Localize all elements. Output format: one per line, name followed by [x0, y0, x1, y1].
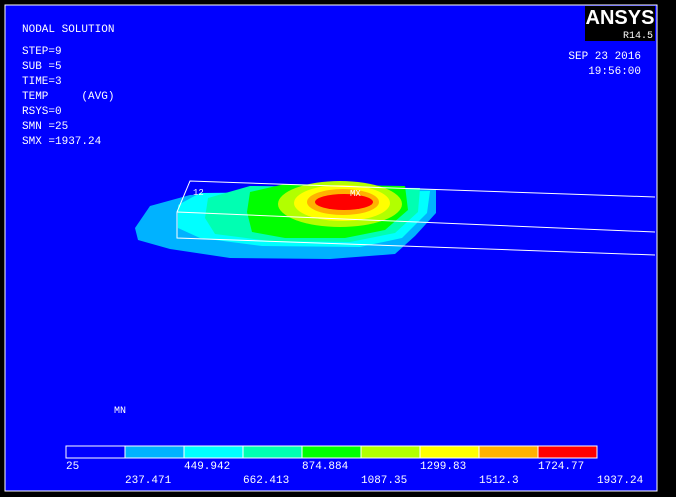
legend-label: 237.471 — [125, 475, 172, 487]
legend-label: 874.884 — [302, 461, 349, 473]
edge — [176, 211, 656, 233]
info-line: RSYS=0 — [22, 106, 62, 118]
legend-label: 449.942 — [184, 461, 230, 473]
info-line: SMN =25 — [22, 121, 68, 133]
info-line: SUB =5 — [22, 61, 62, 73]
contour-band — [315, 194, 373, 210]
legend-label: 1299.83 — [420, 461, 466, 473]
legend-label: 1087.35 — [361, 475, 407, 487]
legend-label: 1512.3 — [479, 475, 519, 487]
min-marker: MN — [114, 406, 126, 417]
legend-swatch — [242, 445, 303, 459]
logo-box — [585, 6, 655, 41]
legend-swatch — [65, 445, 126, 459]
info-line: SMX =1937.24 — [22, 136, 102, 148]
contour — [135, 181, 436, 259]
node-marker: 12 — [193, 188, 204, 198]
legend-label: 1724.77 — [538, 461, 584, 473]
info-block: STEP=9 SUB =5 TIME=3 TEMP (AVG) RSYS=0 SMN =2… — [22, 46, 114, 148]
title: NODAL SOLUTION — [22, 24, 114, 36]
date: SEP 23 2016 — [568, 51, 641, 63]
legend-swatch — [478, 445, 539, 459]
legend: 25 237.471 449.942 662.413 874.884 1087.35 129… — [65, 445, 644, 487]
info-line: STEP=9 — [22, 46, 62, 58]
max-marker: MX — [350, 189, 361, 199]
info-line: TIME=3 — [22, 76, 62, 88]
info-line: TEMP (AVG) — [22, 91, 114, 103]
legend-swatch — [419, 445, 480, 459]
legend-label: 662.413 — [243, 475, 289, 487]
legend-label: 25 — [66, 461, 79, 473]
wireframe — [176, 180, 656, 256]
version: R14.5 — [623, 31, 653, 42]
legend-swatch — [537, 445, 598, 459]
time: 19:56:00 — [588, 66, 641, 78]
legend-swatch — [124, 445, 185, 459]
legend-label: 1937.24 — [597, 475, 644, 487]
legend-swatch — [301, 445, 362, 459]
legend-swatch — [183, 445, 244, 459]
logo: ANSYS — [586, 7, 655, 29]
legend-swatch — [360, 445, 421, 459]
